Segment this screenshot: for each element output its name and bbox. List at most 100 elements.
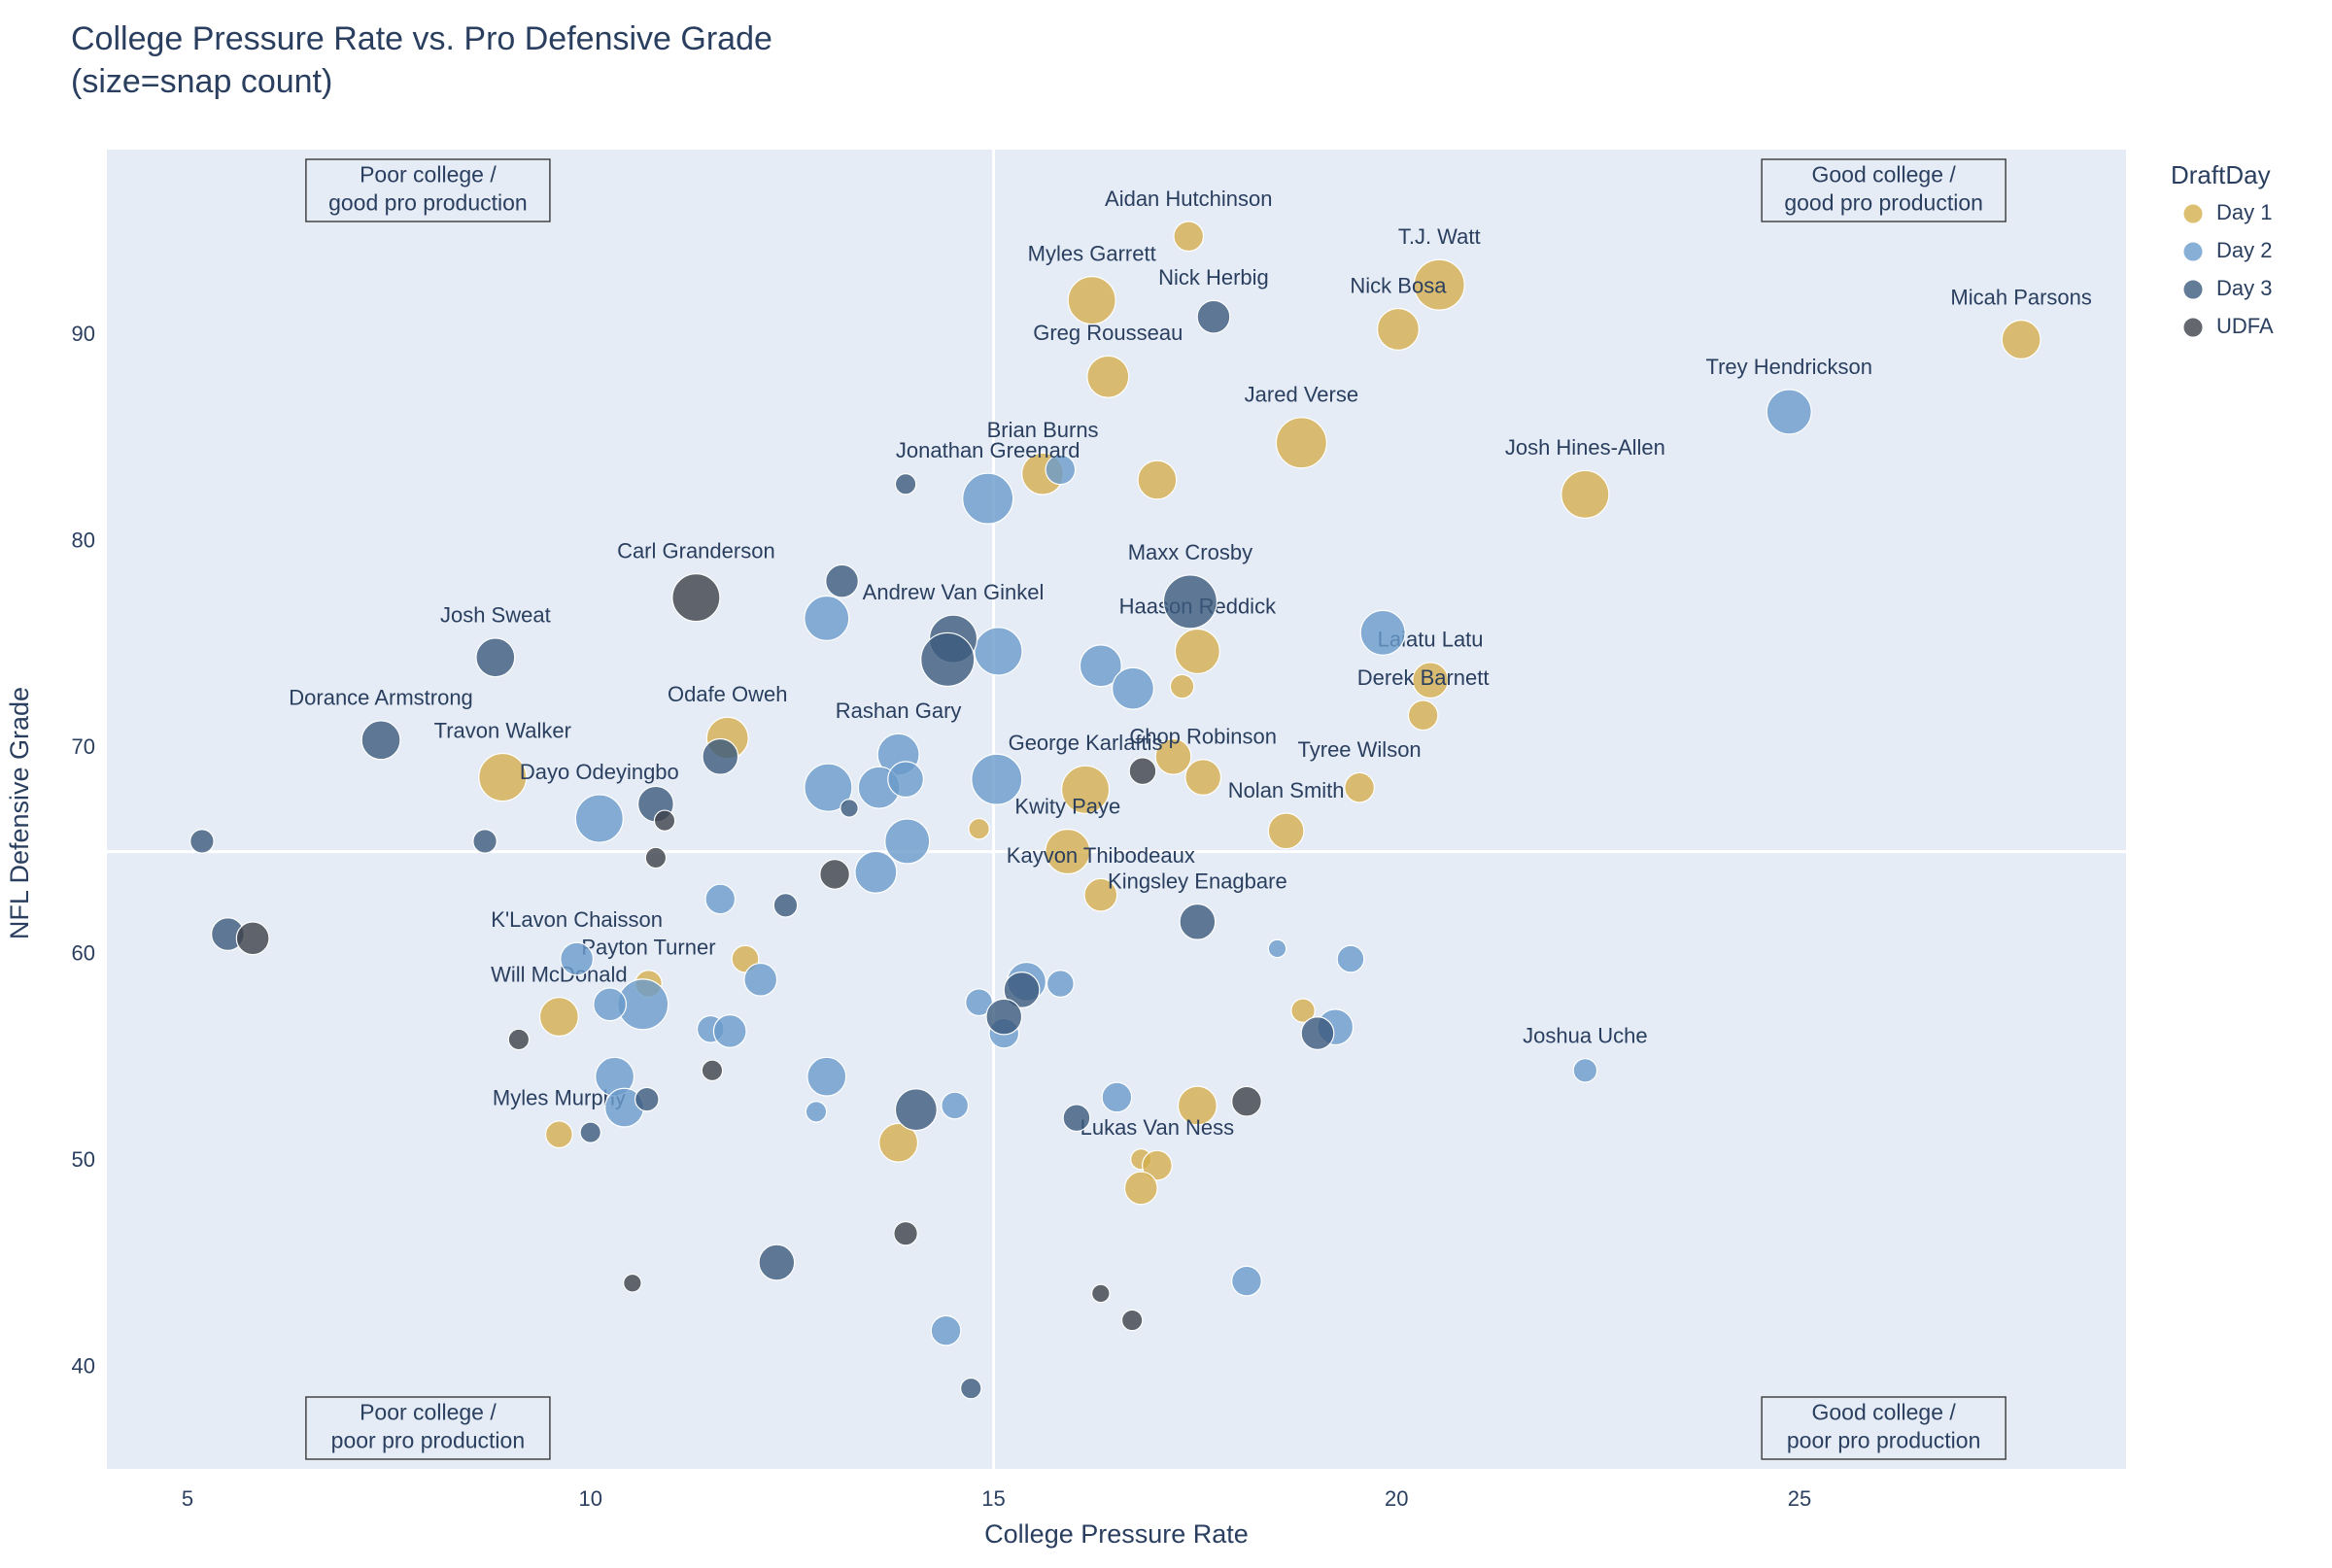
point-label: Kingsley Enagbare xyxy=(1108,869,1287,893)
point-label: T.J. Watt xyxy=(1398,224,1481,249)
point xyxy=(1174,628,1220,674)
point xyxy=(1046,970,1075,998)
point xyxy=(712,1014,747,1048)
point xyxy=(1137,460,1178,500)
point xyxy=(1067,276,1116,325)
point xyxy=(1154,737,1192,775)
point xyxy=(189,829,215,854)
annotation-box xyxy=(1761,1396,2006,1460)
point xyxy=(1045,829,1091,875)
series: Trey Hendrickson Jonathan Greenard Rashan … xyxy=(491,355,1872,1346)
point-label: Dayo Odeyingbo xyxy=(520,760,679,784)
point-label: Myles Garrett xyxy=(1028,241,1156,265)
point xyxy=(1572,1058,1598,1083)
legend-label: UDFA xyxy=(2216,314,2274,338)
point xyxy=(1300,1016,1335,1050)
point xyxy=(538,997,579,1038)
annotation-box xyxy=(1761,158,2006,222)
point xyxy=(1169,673,1195,699)
point-label: Payton Turner xyxy=(581,936,715,960)
x-axis-title: College Pressure Rate xyxy=(984,1519,1249,1549)
point xyxy=(804,763,853,812)
point-label: Dorance Armstrong xyxy=(289,686,473,710)
point-label: Maxx Crosby xyxy=(1128,540,1252,564)
point xyxy=(971,753,1023,805)
point xyxy=(1344,771,1375,803)
point xyxy=(1111,666,1155,710)
point xyxy=(1196,299,1231,334)
x-tick-label: 10 xyxy=(578,1486,601,1511)
point-label: Greg Rousseau xyxy=(1033,321,1183,345)
annotation-box xyxy=(305,1396,551,1460)
point xyxy=(1290,998,1316,1023)
point xyxy=(1267,812,1305,850)
chart-subtitle: (size=snap count) xyxy=(71,63,332,100)
chart-title: College Pressure Rate vs. Pro Defensive … xyxy=(71,20,772,57)
point xyxy=(1062,1104,1091,1133)
point-label: Nolan Smith xyxy=(1228,778,1345,802)
point xyxy=(235,921,270,956)
point xyxy=(1231,1085,1262,1117)
annotation-text: good pro production xyxy=(328,190,528,216)
point-label: Lukas Van Ness xyxy=(1080,1115,1235,1140)
point xyxy=(702,737,739,775)
point xyxy=(1086,355,1130,398)
point xyxy=(920,631,976,688)
legend-label: Day 2 xyxy=(2216,238,2272,262)
point-label: Kayvon Thibodeaux xyxy=(1007,843,1195,868)
point xyxy=(758,1244,796,1281)
annotation-box xyxy=(305,158,551,222)
point xyxy=(893,1220,918,1246)
point-label: Josh Hines-Allen xyxy=(1505,435,1665,460)
point xyxy=(1231,1265,1262,1297)
point xyxy=(1162,574,1217,630)
point xyxy=(743,962,778,997)
y-tick-label: 50 xyxy=(72,1147,95,1172)
point-label: Jonathan Greenard xyxy=(896,438,1080,462)
series: Carl Granderson xyxy=(235,538,1262,1332)
y-tick-label: 80 xyxy=(72,528,95,553)
point xyxy=(1079,644,1122,688)
annotation-text: Good college / xyxy=(1811,1400,1956,1425)
point xyxy=(965,988,993,1017)
point xyxy=(1413,258,1465,311)
point xyxy=(478,752,528,802)
point xyxy=(930,1314,962,1346)
point xyxy=(840,799,859,818)
point-label: Micah Parsons xyxy=(1950,285,2092,309)
annotation-text: good pro production xyxy=(1784,190,1983,216)
point xyxy=(1060,765,1111,814)
point xyxy=(507,1028,531,1051)
point xyxy=(1128,757,1157,786)
annotation-text: poor pro production xyxy=(331,1428,525,1453)
point-label: Derek Barnett xyxy=(1357,665,1490,690)
point xyxy=(1359,609,1406,656)
point xyxy=(560,941,595,976)
point xyxy=(544,1120,573,1149)
point-label: K'Lavon Chaisson xyxy=(491,907,663,932)
point xyxy=(1179,903,1217,940)
series: Nick Herbig Maxx Crosby Josh Sweat Andrew V… xyxy=(189,265,1335,1400)
point xyxy=(1120,1309,1144,1332)
point xyxy=(671,573,721,623)
point-label: Andrew Van Ginkel xyxy=(863,580,1045,604)
point xyxy=(2001,320,2041,359)
y-tick-label: 60 xyxy=(72,941,95,966)
point xyxy=(1177,1085,1217,1126)
point-label: Odafe Oweh xyxy=(668,682,788,706)
point xyxy=(974,627,1023,676)
point xyxy=(825,563,859,598)
point xyxy=(985,998,1023,1036)
point xyxy=(819,859,850,890)
point xyxy=(854,850,898,894)
point-label: Nick Bosa xyxy=(1350,273,1447,297)
point xyxy=(1407,699,1439,732)
point xyxy=(1275,417,1327,469)
point-label: Tyree Wilson xyxy=(1298,737,1422,762)
point-label: Chop Robinson xyxy=(1129,725,1277,749)
point xyxy=(1091,1283,1111,1304)
point-label: Joshua Uche xyxy=(1523,1023,1647,1047)
legend-label: Day 1 xyxy=(2216,200,2272,224)
point xyxy=(1184,759,1222,796)
